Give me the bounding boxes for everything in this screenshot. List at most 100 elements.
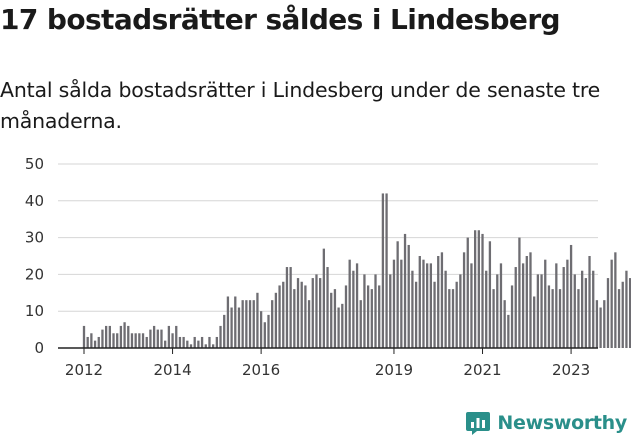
bar [278,285,281,348]
bar [311,278,314,348]
bar [237,307,241,348]
bar [193,336,196,348]
bar [547,285,551,348]
chart-title: 17 bostadsrätter såldes i Lindesberg [0,3,561,36]
bar [396,241,399,348]
bar [392,259,396,348]
bar [462,252,466,348]
bar [592,270,595,348]
y-axis-labels: 0 10 20 30 40 50 [25,155,44,357]
bar [518,237,521,348]
bar [529,252,532,348]
bar [496,274,499,348]
bar [525,256,528,348]
bar [507,314,510,348]
brand-logo: Newsworthy [465,410,627,436]
bar [226,296,230,348]
bar [219,325,222,348]
bar [544,259,547,348]
bar [293,289,296,348]
bar [186,340,189,348]
bar [614,252,617,348]
bar [562,267,565,348]
x-axis-labels: 2012201420162019202120232025 [65,361,590,379]
bar [448,289,451,348]
x-tick-label: 2023 [552,361,590,379]
bar [208,336,211,348]
bar [134,333,137,348]
bar [160,329,163,348]
bar [466,237,469,348]
bar [322,248,325,348]
bar [385,193,388,348]
newsworthy-logo-icon [466,412,491,435]
bar [455,281,458,348]
bar [97,336,100,348]
bar [411,270,414,348]
bar [569,244,573,348]
bar [521,263,525,348]
chart-subtitle: Antal sålda bostadsrätter i Lindesberg u… [0,78,601,133]
bar [119,325,123,348]
x-axis [58,347,598,354]
bar [433,281,436,348]
bar [245,300,248,348]
bar [603,300,606,348]
bar [223,314,226,348]
bar [149,329,152,348]
bar [344,285,348,348]
bar [230,307,233,348]
bar [558,289,562,348]
bar [333,289,337,348]
bar [123,322,126,348]
bar [429,263,433,348]
bar [326,267,329,348]
bar [606,278,610,348]
bar [282,281,285,348]
bar [374,274,377,348]
bars [82,193,631,348]
y-tick-label: 50 [25,155,44,173]
bar [138,333,141,348]
bar [90,333,93,348]
bar [304,285,307,348]
bar [451,289,455,348]
bar [628,278,631,348]
bar [488,241,492,348]
bar [167,325,171,348]
bar [93,340,97,348]
bar [274,292,278,348]
bar [485,270,488,348]
x-tick-label: 2012 [65,361,103,379]
bar [256,292,259,348]
bar [588,256,591,348]
bar [337,307,340,348]
bar [307,300,311,348]
bar [437,256,440,348]
bar [200,336,204,348]
bar [182,336,185,348]
bar [477,230,480,348]
bar [514,267,517,348]
bar [141,333,145,348]
bar [625,270,628,348]
bar [359,300,362,348]
bar [355,263,359,348]
bar [204,344,207,348]
bar [315,274,318,348]
bar [252,300,255,348]
y-tick-label: 10 [25,302,44,320]
bar [440,252,444,348]
bar [426,263,429,348]
gridlines [58,163,598,312]
y-tick-label: 20 [25,265,44,283]
bar [499,263,503,348]
bar [263,322,266,348]
bar [621,281,624,348]
bar [267,314,270,348]
bar [370,289,373,348]
bar [108,325,111,348]
bar [533,296,536,348]
bar [414,281,418,348]
